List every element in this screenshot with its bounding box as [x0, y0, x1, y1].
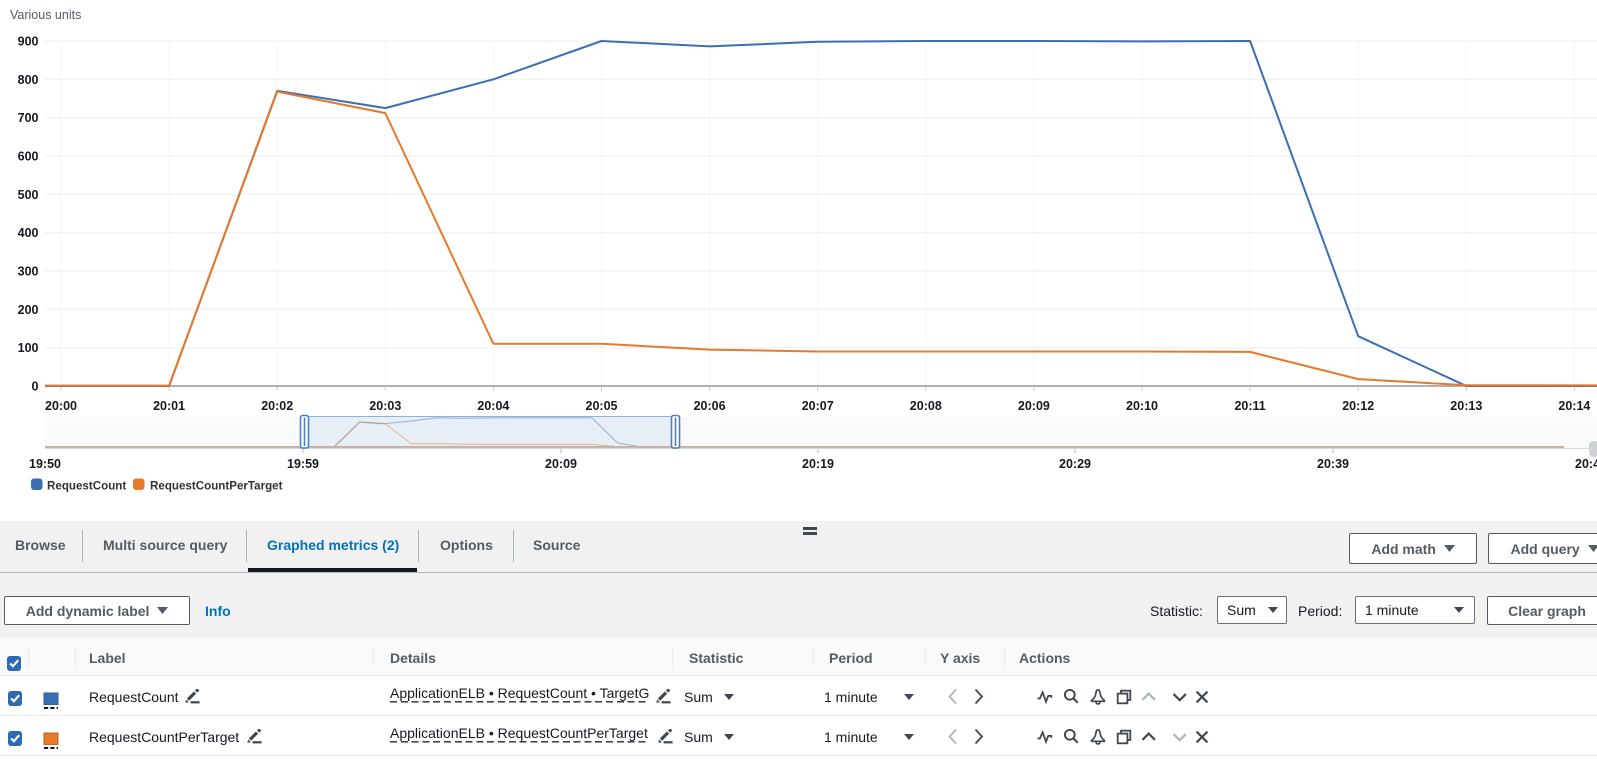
- svg-text:20:04: 20:04: [477, 399, 509, 413]
- svg-text:20:08: 20:08: [910, 399, 942, 413]
- svg-text:20:29: 20:29: [1059, 457, 1091, 471]
- svg-text:20:00: 20:00: [45, 399, 77, 413]
- svg-text:Various units: Various units: [10, 8, 81, 22]
- svg-text:20:02: 20:02: [261, 399, 293, 413]
- svg-text:20:19: 20:19: [802, 457, 834, 471]
- svg-text:20:11: 20:11: [1234, 399, 1265, 413]
- svg-text:20:13: 20:13: [1450, 399, 1482, 413]
- svg-text:20:09: 20:09: [545, 457, 577, 471]
- svg-text:100: 100: [18, 341, 39, 355]
- svg-text:200: 200: [18, 303, 39, 317]
- svg-text:500: 500: [18, 188, 39, 202]
- svg-text:20:10: 20:10: [1126, 399, 1158, 413]
- svg-text:20:05: 20:05: [586, 399, 618, 413]
- svg-text:300: 300: [18, 265, 39, 279]
- svg-text:20:01: 20:01: [153, 399, 185, 413]
- svg-text:20:49: 20:49: [1575, 457, 1597, 471]
- svg-text:19:59: 19:59: [287, 457, 319, 471]
- svg-text:400: 400: [18, 226, 39, 240]
- svg-text:RequestCountPerTarget: RequestCountPerTarget: [150, 480, 283, 493]
- svg-text:20:07: 20:07: [802, 399, 834, 413]
- svg-text:20:39: 20:39: [1317, 457, 1349, 471]
- svg-text:20:12: 20:12: [1342, 399, 1374, 413]
- svg-text:900: 900: [18, 35, 39, 49]
- svg-text:20:03: 20:03: [369, 399, 401, 413]
- svg-text:20:14: 20:14: [1558, 399, 1590, 413]
- svg-text:600: 600: [18, 150, 39, 164]
- svg-text:20:06: 20:06: [694, 399, 726, 413]
- svg-text:20:09: 20:09: [1018, 399, 1050, 413]
- svg-text:0: 0: [32, 380, 39, 394]
- svg-text:19:50: 19:50: [29, 457, 61, 471]
- svg-text:RequestCount: RequestCount: [47, 480, 126, 493]
- svg-text:700: 700: [18, 111, 39, 125]
- svg-text:800: 800: [18, 73, 39, 87]
